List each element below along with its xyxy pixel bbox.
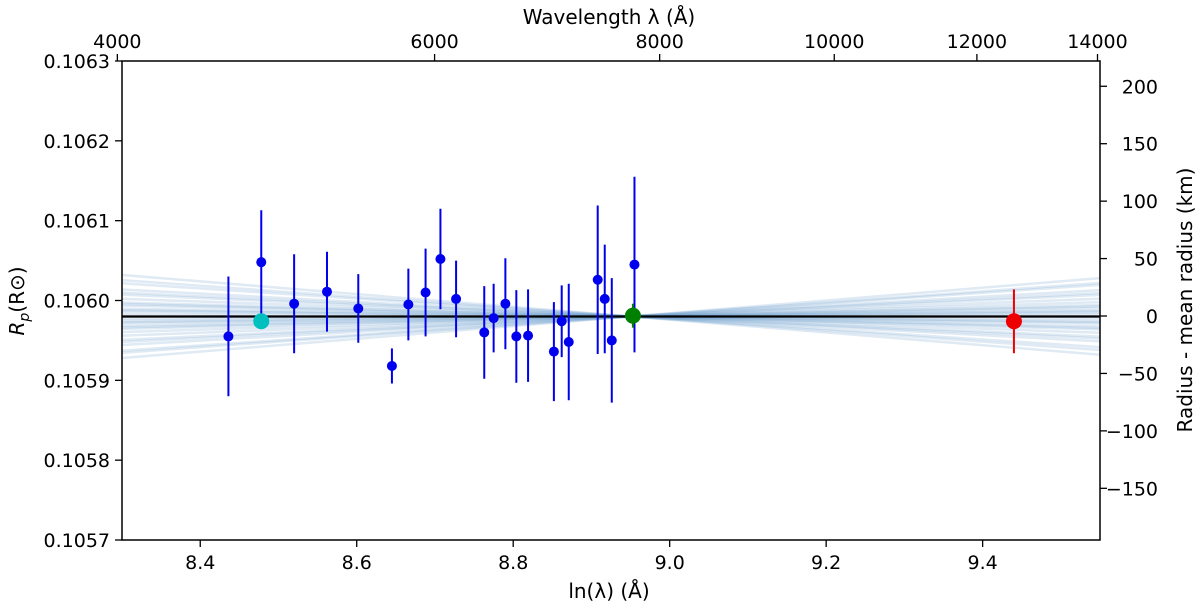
- data-point-0-12: [500, 298, 511, 309]
- data-point-0-19: [599, 293, 610, 304]
- y-tick-label-4: 0.1061: [44, 211, 110, 233]
- y-tick-label-1: 0.1058: [44, 450, 110, 472]
- x-tick-label-4: 9.2: [811, 552, 841, 574]
- data-point-3-0: [1005, 313, 1022, 330]
- data-point-1-0: [253, 313, 270, 330]
- x2-tick-label-3: 10000: [804, 31, 864, 53]
- ticks-layer: 8.4 8.6 8.8 9.0 9.2 9.4 4000 6000 8000 10000 12000…: [44, 31, 1158, 574]
- y-tick-label-3: 0.1060: [44, 291, 110, 313]
- y2-tick-label-3: 0: [1146, 306, 1158, 328]
- y2-tick-label-2: −50: [1118, 363, 1158, 385]
- data-point-0-5: [386, 360, 397, 371]
- y2-tick-label-1: −100: [1106, 421, 1158, 443]
- data-point-0-6: [403, 299, 414, 310]
- y2-tick-label-0: −150: [1106, 478, 1158, 500]
- y2-tick-label-6: 150: [1122, 134, 1158, 156]
- x-axis-label: ln(λ) (Å): [568, 579, 649, 603]
- data-point-0-0: [223, 331, 234, 342]
- data-point-0-14: [523, 330, 534, 341]
- data-point-0-3: [321, 286, 332, 297]
- x2-tick-label-0: 4000: [93, 31, 141, 53]
- data-point-0-15: [548, 346, 559, 357]
- data-point-0-18: [592, 274, 603, 285]
- y-tick-label-2: 0.1059: [44, 370, 110, 392]
- x-tick-label-5: 9.4: [968, 552, 998, 574]
- data-point-0-4: [353, 303, 364, 314]
- data-point-0-11: [488, 313, 499, 324]
- x-tick-label-1: 8.6: [342, 552, 372, 574]
- data-point-0-2: [289, 298, 300, 309]
- data-point-0-21: [629, 259, 640, 270]
- y-axis-label-main: R: [5, 322, 29, 336]
- data-point-0-7: [420, 287, 431, 298]
- y-tick-label-0: 0.1057: [44, 530, 110, 552]
- data-point-2-0: [624, 307, 641, 324]
- y2-axis-label: Radius - mean radius (km): [1173, 168, 1197, 433]
- data-point-0-16: [556, 316, 567, 327]
- data-point-0-1: [256, 257, 267, 268]
- x-tick-label-2: 8.8: [498, 552, 528, 574]
- y-axis-label: Rp(R⊙): [5, 266, 33, 335]
- y-axis-label-sub: p: [17, 313, 33, 323]
- y2-tick-label-4: 50: [1134, 249, 1158, 271]
- data-point-0-13: [511, 331, 522, 342]
- x-tick-label-0: 8.4: [185, 552, 215, 574]
- y-tick-label-6: 0.1063: [44, 51, 110, 73]
- x2-tick-label-4: 12000: [947, 31, 1007, 53]
- x-tick-label-3: 9.0: [655, 552, 685, 574]
- x2-tick-label-5: 14000: [1067, 31, 1127, 53]
- data-point-0-17: [563, 337, 574, 348]
- data-point-0-10: [479, 327, 490, 338]
- data-point-0-8: [435, 253, 446, 264]
- y-axis-label-units: (R⊙): [5, 266, 29, 312]
- data-point-0-20: [606, 335, 617, 346]
- x2-axis-label: Wavelength λ (Å): [523, 5, 695, 29]
- x2-tick-label-1: 6000: [410, 31, 458, 53]
- y-tick-label-5: 0.1062: [44, 131, 110, 153]
- y2-tick-label-7: 200: [1122, 76, 1158, 98]
- data-points-layer: [223, 176, 1022, 403]
- y2-tick-label-5: 100: [1122, 191, 1158, 213]
- x2-tick-label-2: 8000: [635, 31, 683, 53]
- data-point-0-9: [451, 293, 462, 304]
